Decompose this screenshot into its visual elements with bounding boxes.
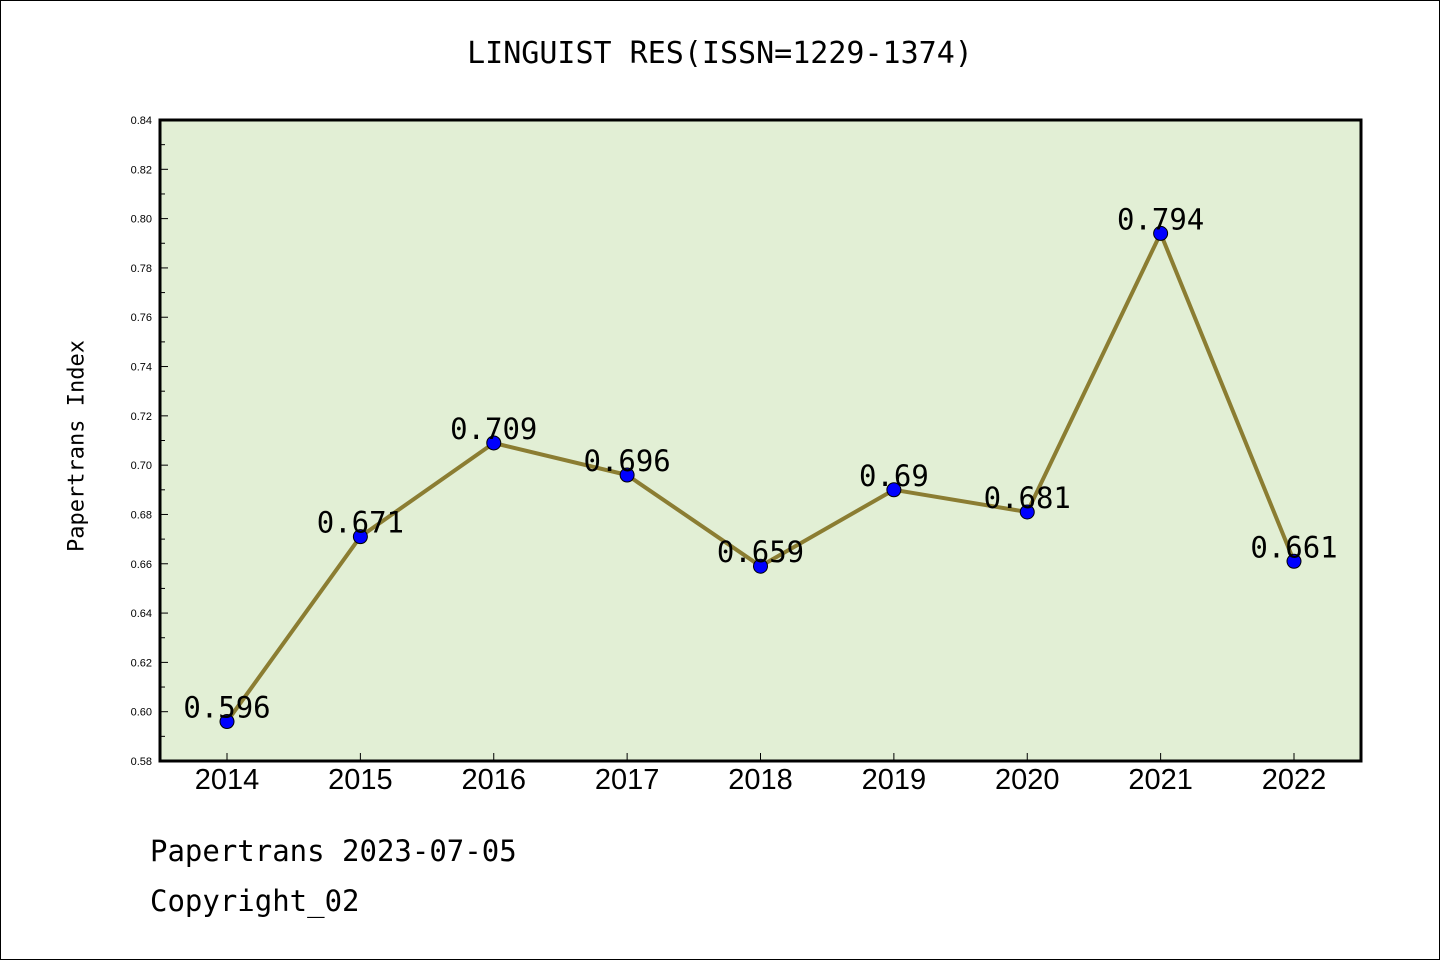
data-label: 0.709 bbox=[450, 412, 537, 446]
x-tick-label: 2019 bbox=[862, 764, 927, 796]
data-labels: 0.596 0.671 0.709 0.696 0.659 0.69 0.681 0.794 0… bbox=[183, 202, 1337, 724]
data-point bbox=[219, 714, 235, 730]
data-label: 0.661 bbox=[1250, 530, 1337, 564]
data-label: 0.596 bbox=[183, 691, 270, 725]
y-tick-label: 0.82 bbox=[131, 164, 152, 176]
y-tick-label: 0.72 bbox=[131, 411, 152, 423]
data-point bbox=[619, 467, 635, 483]
y-axis: 0.58 0.60 0.62 0.64 0.66 0.68 0.70 0.72 0.74 0.76… bbox=[131, 115, 168, 768]
chart-title: LINGUIST RES(ISSN=1229-1374) bbox=[467, 36, 973, 71]
data-label: 0.69 bbox=[859, 459, 929, 493]
y-tick-label: 0.58 bbox=[131, 756, 152, 768]
x-tick-label: 2022 bbox=[1262, 764, 1327, 796]
y-tick-label: 0.76 bbox=[131, 312, 152, 324]
y-tick-label: 0.64 bbox=[131, 608, 152, 620]
y-tick-label: 0.60 bbox=[131, 707, 152, 719]
x-tick-label: 2015 bbox=[328, 764, 393, 796]
data-label: 0.671 bbox=[317, 506, 404, 540]
x-tick-label: 2020 bbox=[995, 764, 1060, 796]
footer-date: Papertrans 2023-07-05 bbox=[150, 834, 517, 868]
data-markers bbox=[219, 225, 1302, 730]
footer-copyright: Copyright_02 bbox=[150, 884, 360, 918]
y-tick-label: 0.68 bbox=[131, 509, 152, 521]
y-tick-label: 0.70 bbox=[131, 460, 152, 472]
data-point bbox=[886, 482, 902, 498]
data-point bbox=[1019, 504, 1035, 520]
x-tick-label: 2014 bbox=[195, 764, 260, 796]
data-point bbox=[1153, 225, 1169, 241]
data-point bbox=[1286, 553, 1302, 569]
y-tick-label: 0.78 bbox=[131, 263, 152, 275]
y-tick-label: 0.62 bbox=[131, 657, 152, 669]
data-label: 0.794 bbox=[1117, 202, 1204, 236]
y-tick-label: 0.66 bbox=[131, 559, 152, 571]
data-label: 0.681 bbox=[984, 481, 1071, 515]
data-label: 0.696 bbox=[583, 444, 670, 478]
plot-border bbox=[158, 118, 1363, 763]
data-point bbox=[352, 529, 368, 545]
y-tick-label: 0.74 bbox=[131, 362, 152, 374]
data-label: 0.659 bbox=[717, 535, 804, 569]
x-tick-label: 2017 bbox=[595, 764, 660, 796]
data-point bbox=[486, 435, 502, 451]
y-tick-label: 0.84 bbox=[131, 115, 152, 127]
y-tick-label: 0.80 bbox=[131, 214, 152, 226]
x-axis: 2014 2015 2016 2017 2018 2019 2020 2021 2022 bbox=[195, 753, 1327, 796]
x-tick-label: 2016 bbox=[461, 764, 526, 796]
x-tick-label: 2018 bbox=[728, 764, 793, 796]
x-tick-label: 2021 bbox=[1128, 764, 1193, 796]
data-point bbox=[753, 558, 768, 574]
